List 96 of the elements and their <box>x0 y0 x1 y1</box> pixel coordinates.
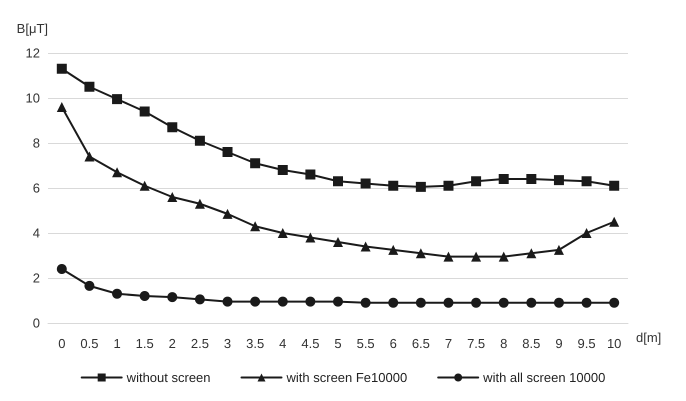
legend-label: with all screen 10000 <box>482 370 606 385</box>
point <box>416 182 426 192</box>
point <box>112 288 122 299</box>
y-tick-label: 4 <box>32 226 40 240</box>
x-tick-label: 7 <box>444 336 452 351</box>
point <box>388 298 398 308</box>
point <box>360 298 371 308</box>
point <box>140 106 150 116</box>
x-tick-label: 10 <box>606 336 622 351</box>
y-tick-label: 0 <box>32 316 40 330</box>
point <box>388 180 398 191</box>
point <box>194 136 205 146</box>
x-tick-label: 8 <box>500 336 508 351</box>
point <box>222 296 233 307</box>
y-tick-label: 8 <box>32 136 40 150</box>
y-tick-label: 2 <box>32 270 40 286</box>
x-tick-label: 2 <box>168 336 176 351</box>
x-tick-label: 6.5 <box>412 336 430 351</box>
point <box>194 294 205 304</box>
x-tick-label: 9.5 <box>578 336 596 351</box>
point <box>305 170 316 180</box>
x-tick-label: 3.5 <box>246 336 264 351</box>
y-tick-label: 10 <box>26 90 40 106</box>
point <box>333 176 343 186</box>
point <box>443 180 454 191</box>
point <box>360 178 371 188</box>
x-tick-label: 7.5 <box>467 336 486 351</box>
x-tick-label: 0 <box>58 336 66 351</box>
point <box>250 296 260 307</box>
point <box>56 102 67 112</box>
point <box>167 192 178 202</box>
x-axis-title: d[m] <box>636 330 662 345</box>
point <box>609 216 620 227</box>
point <box>222 208 233 219</box>
point <box>471 298 482 308</box>
point <box>443 252 454 262</box>
point <box>609 298 620 308</box>
point <box>471 252 482 262</box>
point <box>194 198 205 209</box>
point <box>250 221 260 232</box>
point <box>498 252 509 262</box>
point <box>609 180 620 191</box>
x-tick-label: 2.5 <box>190 336 209 351</box>
point <box>333 296 343 307</box>
point <box>112 94 122 104</box>
point <box>360 242 371 252</box>
x-tick-label: 1.5 <box>136 336 154 351</box>
point <box>250 158 260 168</box>
point <box>56 264 67 274</box>
point <box>333 237 343 247</box>
x-tick-label: 8.5 <box>522 336 540 351</box>
y-tick-label: 6 <box>32 180 40 196</box>
point <box>278 228 288 238</box>
point <box>582 228 592 238</box>
point <box>140 291 150 301</box>
legend-label: without screen <box>126 370 211 385</box>
x-tick-label: 5.5 <box>356 336 375 351</box>
point <box>443 298 454 308</box>
point <box>526 248 536 258</box>
x-tick-label: 0.5 <box>80 336 98 351</box>
x-tick-label: 4 <box>279 336 286 351</box>
point <box>84 82 94 92</box>
x-tick-label: 6 <box>390 336 397 351</box>
point <box>222 147 233 157</box>
point <box>498 298 509 308</box>
point <box>278 165 288 175</box>
point <box>554 244 564 255</box>
point <box>167 292 178 302</box>
point <box>582 298 592 308</box>
point <box>305 296 316 307</box>
x-tick-label: 4.5 <box>301 336 320 351</box>
point <box>554 175 564 186</box>
point <box>554 298 564 308</box>
y-tick-label: 12 <box>26 46 40 60</box>
point <box>526 298 536 308</box>
x-tick-label: 3 <box>224 336 232 351</box>
legend-label: with screen Fe10000 <box>286 370 408 385</box>
point <box>84 280 94 291</box>
point <box>582 176 592 186</box>
point <box>140 180 150 191</box>
point <box>416 248 426 258</box>
point <box>471 176 482 186</box>
x-tick-label: 1 <box>113 336 121 351</box>
point <box>416 298 426 308</box>
point <box>167 122 178 132</box>
x-tick-label: 5 <box>334 336 342 351</box>
y-axis-title: B[μT] <box>16 21 48 36</box>
point <box>84 152 94 162</box>
point <box>278 296 288 307</box>
point <box>388 244 398 255</box>
x-tick-label: 9 <box>555 336 563 351</box>
point <box>498 174 509 184</box>
point <box>526 174 536 184</box>
point <box>305 232 316 242</box>
point <box>56 64 67 74</box>
point <box>112 167 122 178</box>
